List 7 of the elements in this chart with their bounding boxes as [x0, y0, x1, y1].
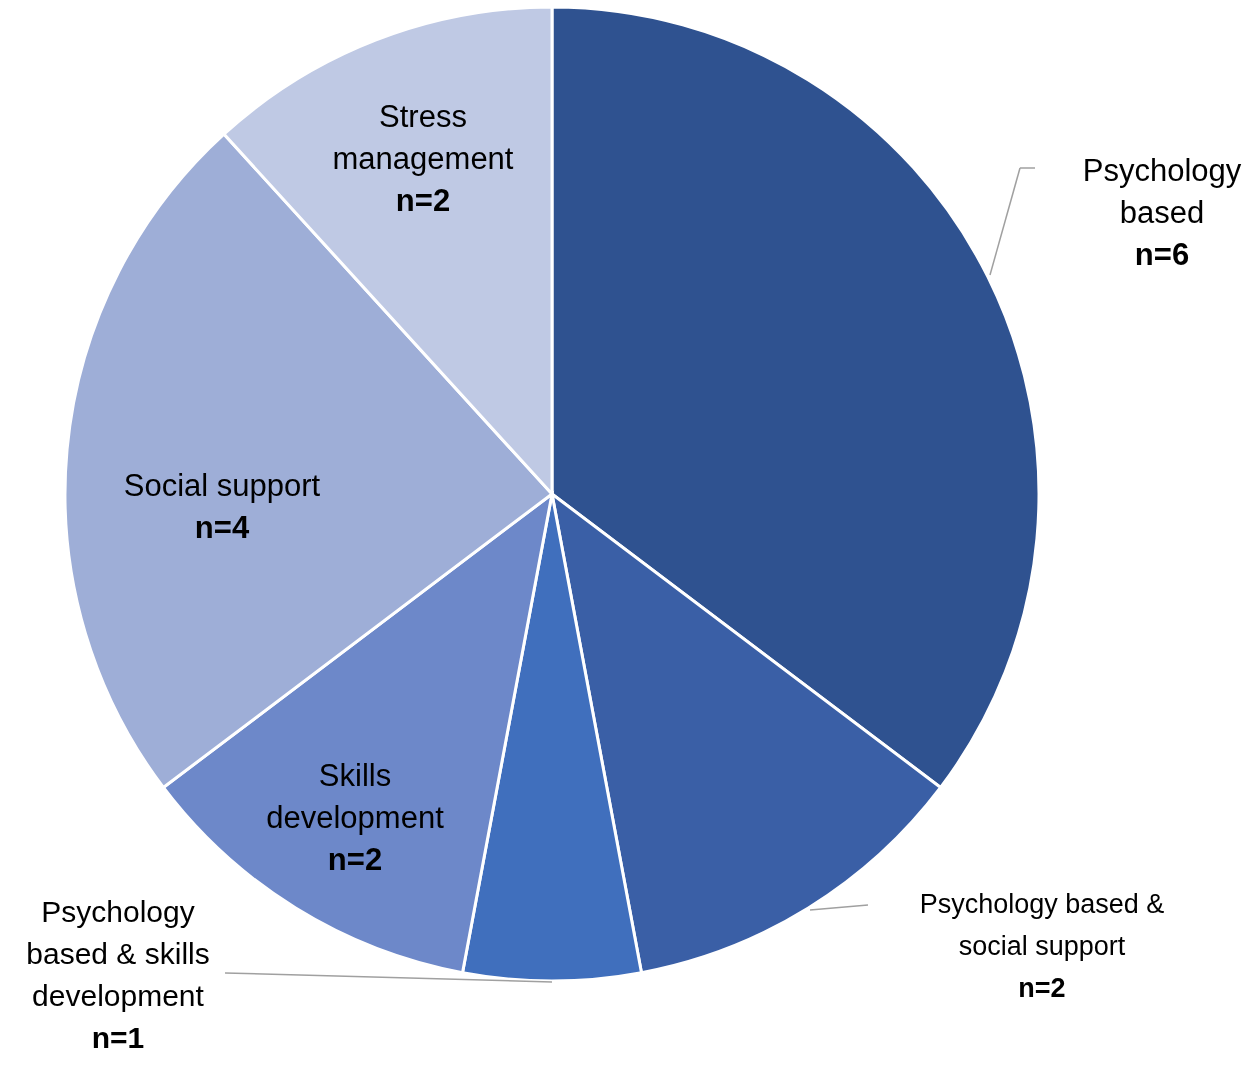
data-label: n=6	[1134, 237, 1190, 272]
data-label: n=1	[91, 1021, 145, 1054]
data-label: n=2	[1018, 973, 1066, 1003]
slice-label: Social support	[123, 468, 321, 503]
data-label: n=2	[395, 183, 451, 218]
data-label: n=4	[194, 510, 250, 545]
data-label: n=2	[327, 842, 383, 877]
